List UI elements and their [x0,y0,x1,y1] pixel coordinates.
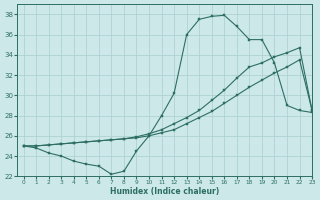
X-axis label: Humidex (Indice chaleur): Humidex (Indice chaleur) [110,187,219,196]
